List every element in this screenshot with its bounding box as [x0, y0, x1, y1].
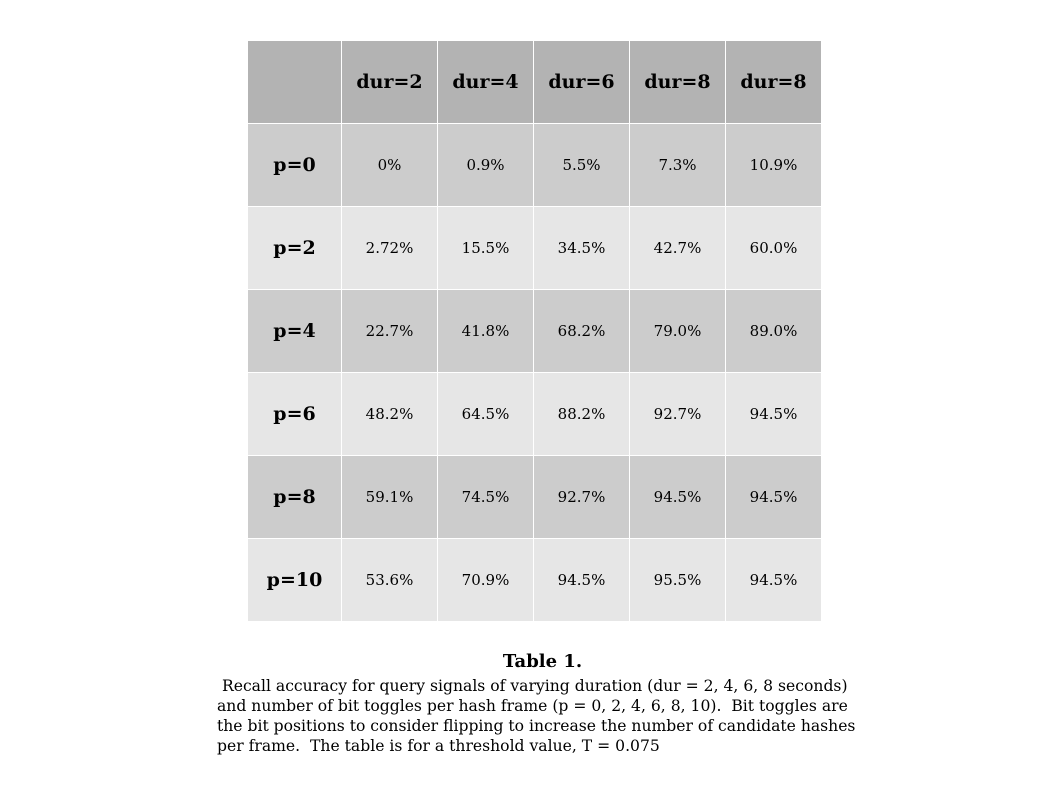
- table-cell: 7.3%: [629, 123, 726, 207]
- table-row: p=4 22.7% 41.8% 68.2% 79.0% 89.0%: [247, 289, 822, 373]
- table-cell: 2.72%: [341, 206, 438, 290]
- table-cell: 42.7%: [629, 206, 726, 290]
- caption-title: Table 1.: [502, 651, 583, 672]
- table-cell: 0%: [341, 123, 438, 207]
- row-header: p=0: [247, 123, 342, 207]
- table-cell: 92.7%: [533, 455, 630, 539]
- table-cell: 89.0%: [725, 289, 822, 373]
- row-header: p=4: [247, 289, 342, 373]
- table-cell: 94.5%: [725, 455, 822, 539]
- table-cell: 68.2%: [533, 289, 630, 373]
- table-cell: 79.0%: [629, 289, 726, 373]
- column-header: dur=8: [629, 40, 726, 124]
- table-row: p=8 59.1% 74.5% 92.7% 94.5% 94.5%: [247, 455, 822, 539]
- table-cell: 60.0%: [725, 206, 822, 290]
- header-row: dur=2 dur=4 dur=6 dur=8 dur=8: [247, 40, 822, 124]
- table-cell: 0.9%: [437, 123, 534, 207]
- table-row: p=10 53.6% 70.9% 94.5% 95.5% 94.5%: [247, 538, 822, 622]
- caption-text: Recall accuracy for query signals of var…: [217, 677, 861, 755]
- corner-cell: [247, 40, 342, 124]
- table-cell: 5.5%: [533, 123, 630, 207]
- row-header: p=6: [247, 372, 342, 456]
- table-cell: 94.5%: [533, 538, 630, 622]
- table-cell: 94.5%: [725, 538, 822, 622]
- table-cell: 64.5%: [437, 372, 534, 456]
- table-cell: 74.5%: [437, 455, 534, 539]
- table-cell: 94.5%: [629, 455, 726, 539]
- column-header: dur=2: [341, 40, 438, 124]
- table-cell: 88.2%: [533, 372, 630, 456]
- table-cell: 95.5%: [629, 538, 726, 622]
- table-cell: 94.5%: [725, 372, 822, 456]
- table-cell: 59.1%: [341, 455, 438, 539]
- table-cell: 34.5%: [533, 206, 630, 290]
- table-cell: 41.8%: [437, 289, 534, 373]
- table-row: p=0 0% 0.9% 5.5% 7.3% 10.9%: [247, 123, 822, 207]
- table-cell: 15.5%: [437, 206, 534, 290]
- table-cell: 48.2%: [341, 372, 438, 456]
- table-cell: 22.7%: [341, 289, 438, 373]
- table-cell: 92.7%: [629, 372, 726, 456]
- row-header: p=8: [247, 455, 342, 539]
- row-header: p=10: [247, 538, 342, 622]
- table-cell: 53.6%: [341, 538, 438, 622]
- row-header: p=2: [247, 206, 342, 290]
- recall-table: dur=2 dur=4 dur=6 dur=8 dur=8 p=0 0% 0.9…: [247, 40, 822, 622]
- column-header: dur=8: [725, 40, 822, 124]
- column-header: dur=6: [533, 40, 630, 124]
- table-cell: 10.9%: [725, 123, 822, 207]
- table-row: p=6 48.2% 64.5% 88.2% 92.7% 94.5%: [247, 372, 822, 456]
- table-row: p=2 2.72% 15.5% 34.5% 42.7% 60.0%: [247, 206, 822, 290]
- column-header: dur=4: [437, 40, 534, 124]
- table-cell: 70.9%: [437, 538, 534, 622]
